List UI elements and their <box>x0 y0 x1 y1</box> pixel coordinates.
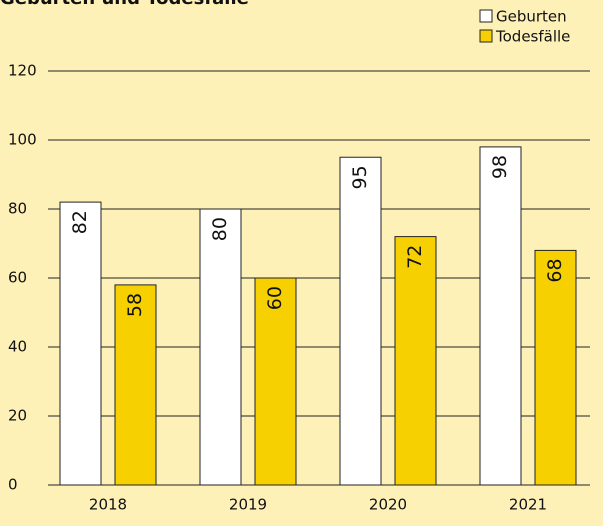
x-tick-label: 2021 <box>509 496 547 514</box>
value-label: 80 <box>209 217 231 241</box>
y-tick-label: 100 <box>8 131 37 149</box>
value-label: 82 <box>69 210 91 234</box>
bar <box>534 249 577 486</box>
bar <box>254 277 297 486</box>
legend-swatch <box>479 9 493 23</box>
bar <box>59 201 102 486</box>
chart-title: Geburten und Todesfälle <box>0 0 249 9</box>
x-tick-label: 2018 <box>89 496 127 514</box>
bar <box>479 146 522 486</box>
x-tick-label: 2019 <box>229 496 267 514</box>
y-tick-label: 0 <box>8 476 18 494</box>
bar <box>199 208 242 486</box>
bar <box>339 156 382 486</box>
value-label: 98 <box>489 155 511 179</box>
y-tick-label: 120 <box>8 62 37 80</box>
value-label: 58 <box>124 293 146 317</box>
x-tick-label: 2020 <box>369 496 407 514</box>
bar <box>394 236 437 486</box>
y-tick-label: 40 <box>8 338 27 356</box>
value-label: 60 <box>264 286 286 310</box>
value-label: 95 <box>349 165 371 189</box>
y-tick-label: 20 <box>8 407 27 425</box>
legend-label: Todesfälle <box>495 28 570 46</box>
value-label: 68 <box>544 258 566 282</box>
legend-label: Geburten <box>496 8 567 26</box>
bar <box>114 284 157 486</box>
y-tick-label: 80 <box>8 200 27 218</box>
value-label: 72 <box>404 245 426 269</box>
y-tick-label: 60 <box>8 269 27 287</box>
legend-swatch <box>479 29 493 43</box>
